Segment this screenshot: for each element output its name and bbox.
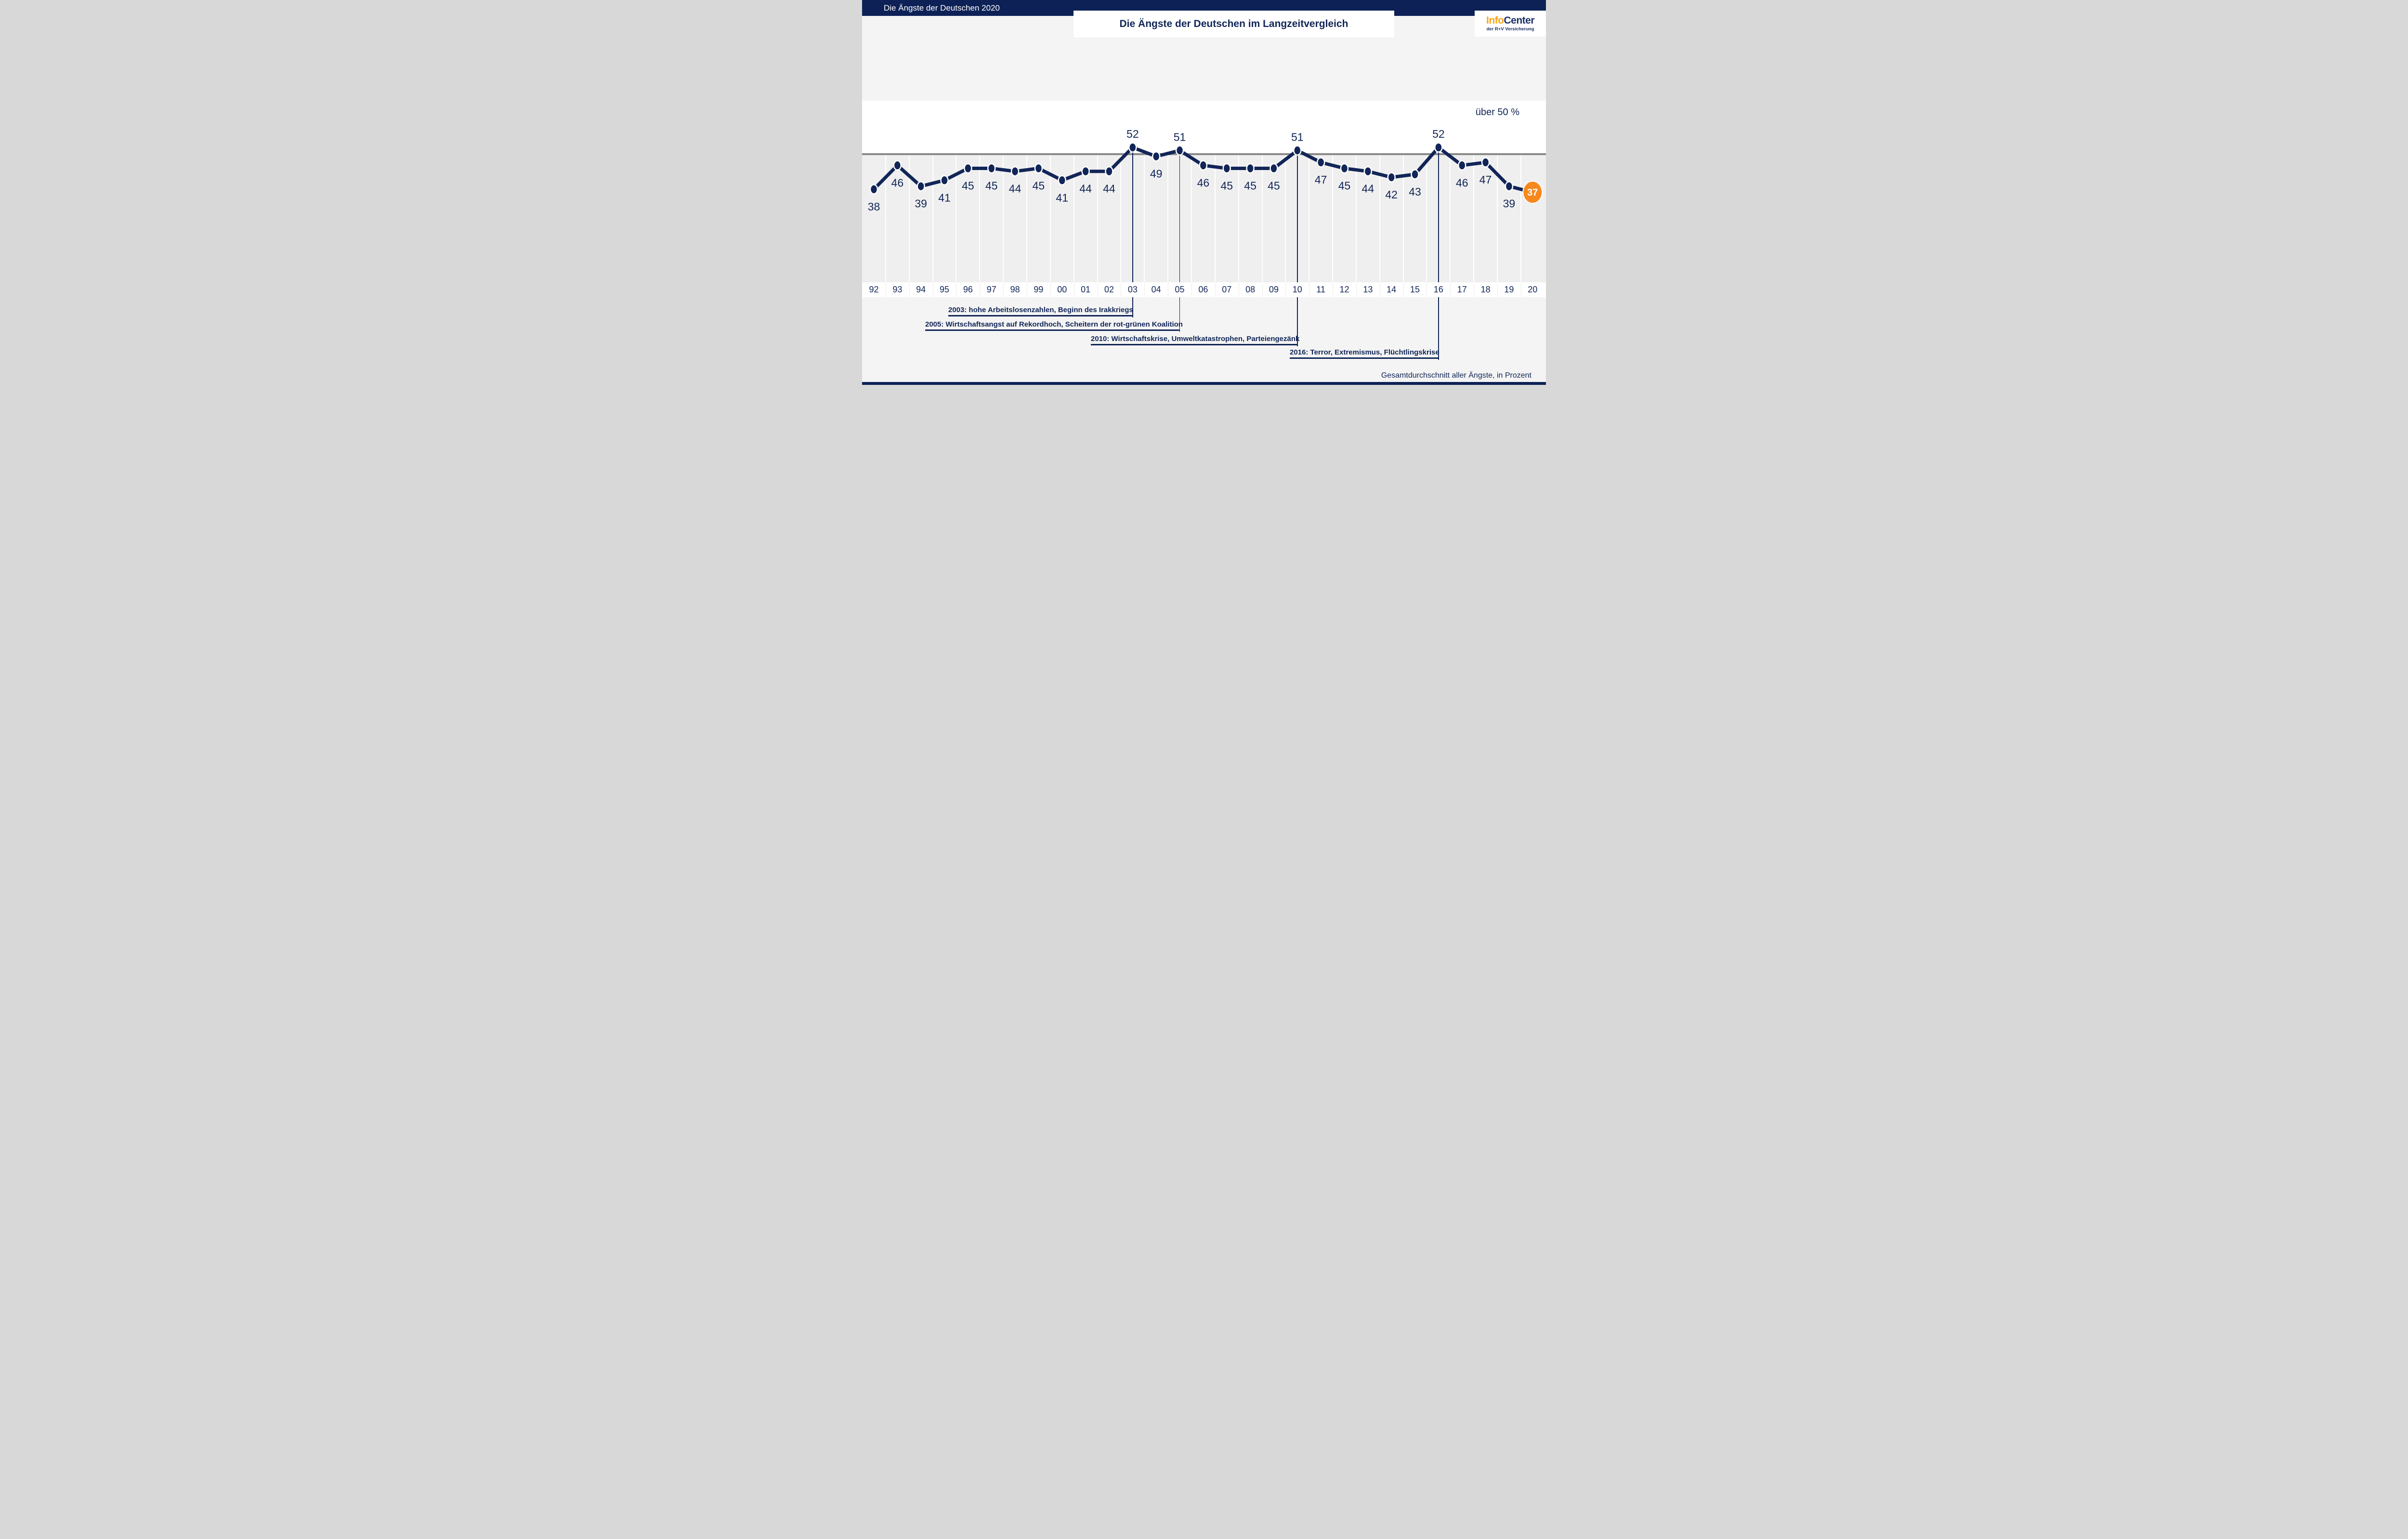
threshold-50-line [862, 153, 1546, 155]
x-axis-label-92: 92 [869, 285, 879, 294]
logo-subtitle: der R+V Versicherung [1486, 26, 1534, 32]
x-axis-label-08: 08 [1245, 285, 1256, 294]
x-axis-label-18: 18 [1480, 285, 1491, 294]
chart-column-band [862, 155, 1546, 282]
x-axis-label-97: 97 [986, 285, 996, 294]
column-separator [1167, 155, 1169, 282]
column-separator [1450, 155, 1451, 282]
x-axis-label-06: 06 [1198, 285, 1208, 294]
x-axis-label-20: 20 [1528, 285, 1538, 294]
column-separator [1426, 155, 1427, 282]
axis-separator [1262, 282, 1263, 297]
x-axis-label-98: 98 [1010, 285, 1020, 294]
drop-line-16 [1438, 147, 1439, 360]
axis-separator [1426, 282, 1427, 297]
x-axis-label-17: 17 [1457, 285, 1467, 294]
x-axis-band: 92 93 94 95 96 97 98 99 00 01 02 03 04 05 06 07 08 09 10 11… [862, 282, 1546, 297]
column-separator [1520, 155, 1521, 282]
header-bar-title: Die Ängste der Deutschen 2020 [884, 3, 1000, 13]
bottom-bar [862, 382, 1546, 385]
column-separator [1120, 155, 1122, 282]
x-axis-label-09: 09 [1269, 285, 1279, 294]
x-axis-label-05: 05 [1175, 285, 1185, 294]
column-separator [1214, 155, 1216, 282]
column-separator [979, 155, 981, 282]
annotation-10: 2010: Wirtschaftskrise, Umweltkatastroph… [1091, 335, 1299, 345]
x-axis-label-16: 16 [1433, 285, 1443, 294]
column-separator [932, 155, 933, 282]
infographic-canvas: Die Ängste der Deutschen 2020 Die Ängste… [862, 0, 1546, 385]
above-threshold-band [862, 101, 1546, 153]
x-axis-label-10: 10 [1292, 285, 1302, 294]
column-separator [1097, 155, 1098, 282]
x-axis-label-96: 96 [963, 285, 973, 294]
x-axis-label-04: 04 [1151, 285, 1161, 294]
annotation-16: 2016: Terror, Extremismus, Flüchtlingskr… [1290, 348, 1440, 359]
column-separator [1049, 155, 1051, 282]
x-axis-label-99: 99 [1034, 285, 1044, 294]
axis-separator [1144, 282, 1145, 297]
column-separator [1003, 155, 1004, 282]
logo-wordmark: InfoCenter [1486, 15, 1535, 26]
axis-separator [1050, 282, 1051, 297]
drop-line-10 [1297, 150, 1298, 346]
axis-separator [1403, 282, 1404, 297]
logo-part-center: Center [1504, 15, 1534, 26]
x-axis-label-14: 14 [1387, 285, 1397, 294]
column-separator [908, 155, 910, 282]
column-separator [1355, 155, 1357, 282]
column-separator [1026, 155, 1028, 282]
x-axis-label-19: 19 [1504, 285, 1514, 294]
column-separator [885, 155, 886, 282]
x-axis-label-12: 12 [1339, 285, 1349, 294]
column-separator [1473, 155, 1475, 282]
title-box: Die Ängste der Deutschen im Langzeitverg… [1073, 11, 1394, 38]
x-axis-label-02: 02 [1104, 285, 1114, 294]
column-separator [1332, 155, 1334, 282]
axis-separator [1215, 282, 1216, 297]
axis-separator [1191, 282, 1192, 297]
x-axis-label-15: 15 [1410, 285, 1420, 294]
column-separator [1073, 155, 1074, 282]
footer-note: Gesamtdurchschnitt aller Ängste, in Proz… [1381, 371, 1531, 380]
x-axis-label-00: 00 [1057, 285, 1067, 294]
axis-separator [1003, 282, 1004, 297]
rv-infocenter-logo: InfoCenter der R+V Versicherung [1475, 11, 1546, 37]
axis-separator [1285, 282, 1286, 297]
drop-line-03 [1132, 147, 1133, 317]
x-axis-label-93: 93 [892, 285, 903, 294]
page-title: Die Ängste der Deutschen im Langzeitverg… [1119, 18, 1348, 29]
column-separator [1402, 155, 1404, 282]
column-separator [955, 155, 957, 282]
column-separator [1497, 155, 1498, 282]
column-separator [1379, 155, 1380, 282]
axis-separator [1497, 282, 1498, 297]
x-axis-label-94: 94 [916, 285, 926, 294]
axis-separator [1450, 282, 1451, 297]
column-separator [1238, 155, 1239, 282]
x-axis-label-11: 11 [1316, 285, 1325, 294]
annotation-03: 2003: hohe Arbeitslosenzahlen, Beginn de… [948, 306, 1133, 316]
x-axis-label-13: 13 [1363, 285, 1373, 294]
drop-line-05 [1179, 150, 1180, 332]
threshold-label: über 50 % [1475, 107, 1519, 118]
logo-part-info: Info [1486, 15, 1504, 26]
x-axis-label-95: 95 [940, 285, 950, 294]
x-axis-label-07: 07 [1222, 285, 1232, 294]
column-separator [1285, 155, 1286, 282]
annotation-05: 2005: Wirtschaftsangst auf Rekordhoch, S… [925, 320, 1183, 331]
x-axis-label-03: 03 [1127, 285, 1138, 294]
column-separator [1191, 155, 1192, 282]
x-axis-label-01: 01 [1081, 285, 1091, 294]
column-separator [1144, 155, 1145, 282]
column-separator [1261, 155, 1263, 282]
axis-separator [909, 282, 910, 297]
axis-separator [1356, 282, 1357, 297]
